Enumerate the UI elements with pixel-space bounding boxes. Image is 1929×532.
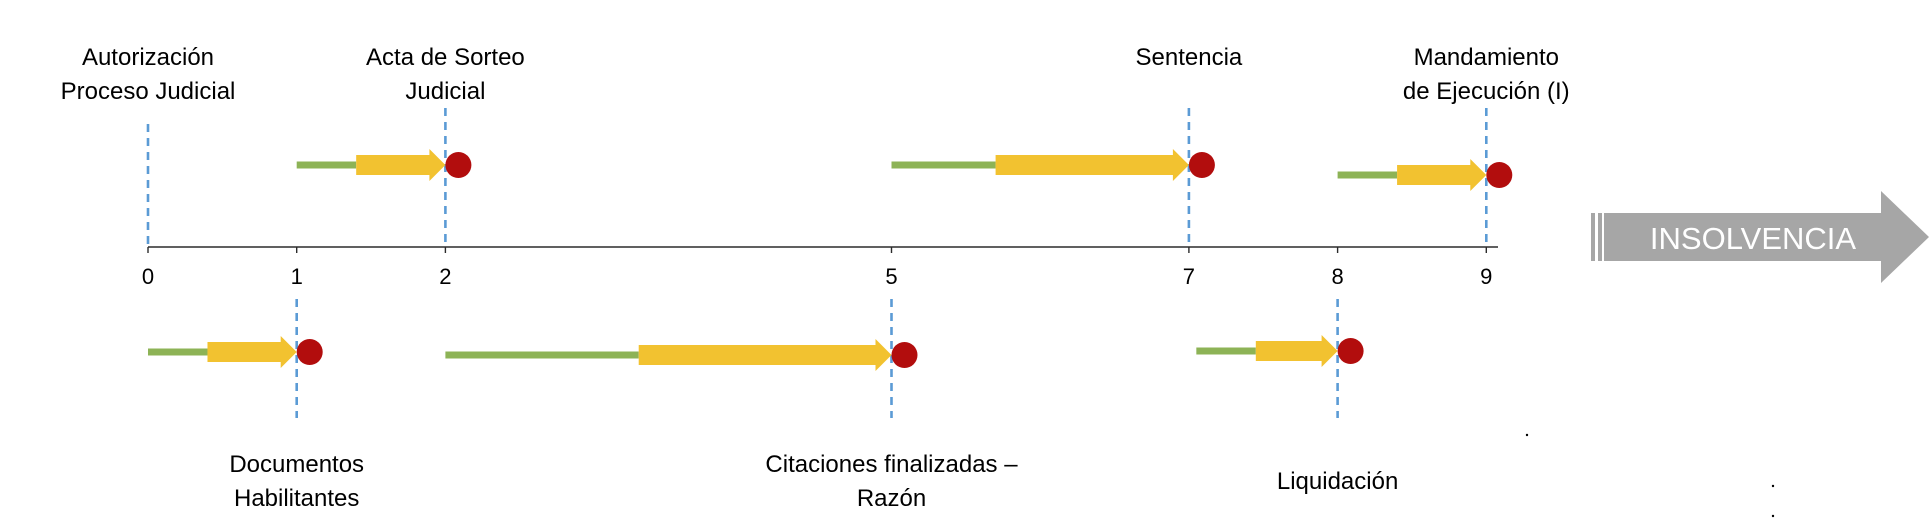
milestone-red-dot — [1337, 338, 1364, 364]
milestone-label-acta-sorteo: Acta de Sorteo — [366, 44, 525, 71]
insolvencia-label: INSOLVENCIA — [1650, 221, 1856, 256]
insolvencia-stripe — [1591, 213, 1595, 261]
phase-yellow-arrow — [1255, 335, 1338, 367]
tick-labels-layer: 0 1 2 5 7 8 9 — [142, 264, 1493, 289]
milestone-label-autorizacion: Proceso Judicial — [61, 78, 236, 105]
stray-dots — [1525, 433, 1775, 518]
milestone-red-dot — [445, 152, 472, 178]
phase-yellow-arrow — [207, 336, 297, 368]
milestone-red-dot — [296, 339, 323, 365]
milestone-red-dot — [891, 342, 918, 368]
milestone-label-sentencia: Sentencia — [1136, 44, 1243, 71]
axis-tick-label: 2 — [439, 264, 451, 289]
milestone-red-dot — [1188, 152, 1215, 178]
milestone-label-documentos: Documentos — [229, 451, 364, 478]
milestone-red-dot — [1486, 162, 1513, 188]
axis-tick-label: 8 — [1331, 264, 1343, 289]
phase-yellow-arrow — [356, 149, 446, 181]
milestone-label-citaciones: Razón — [857, 485, 926, 512]
stray-dot — [1771, 484, 1775, 488]
insolvencia-arrow: INSOLVENCIA — [1591, 191, 1929, 283]
milestone-labels-layer: Autorización Proceso Judicial Acta de Sort… — [61, 44, 1570, 512]
milestone-label-acta-sorteo: Judicial — [405, 78, 485, 105]
insolvencia-stripe — [1598, 213, 1602, 261]
stray-dot — [1525, 433, 1529, 437]
phases-layer — [148, 149, 1513, 371]
axis-tick-label: 1 — [291, 264, 303, 289]
guides-layer — [146, 108, 1488, 418]
milestone-label-documentos: Habilitantes — [234, 485, 359, 512]
axis-tick-label: 9 — [1480, 264, 1492, 289]
milestone-label-mandamiento: Mandamiento — [1414, 44, 1559, 71]
phase-yellow-arrow — [1397, 159, 1487, 191]
insolvencia-arrow-body — [1604, 191, 1929, 283]
milestone-label-autorizacion: Autorización — [82, 44, 214, 71]
phase-yellow-arrow — [638, 339, 892, 371]
axis-tick-label: 0 — [142, 264, 154, 289]
axis-layer — [147, 246, 1498, 253]
milestone-label-mandamiento: de Ejecución (I) — [1403, 78, 1570, 105]
phase-yellow-arrow — [995, 149, 1189, 181]
milestone-label-citaciones: Citaciones finalizadas – — [765, 451, 1018, 478]
stray-dot — [1771, 514, 1775, 518]
milestone-label-liquidacion: Liquidación — [1277, 468, 1398, 495]
axis-tick-label: 5 — [885, 264, 897, 289]
axis-tick-label: 7 — [1183, 264, 1195, 289]
